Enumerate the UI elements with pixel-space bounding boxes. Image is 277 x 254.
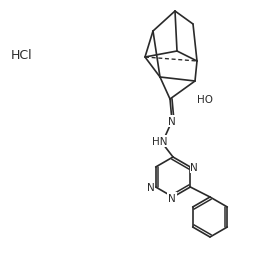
Text: HN: HN	[152, 136, 168, 146]
Text: N: N	[168, 193, 176, 203]
Text: N: N	[147, 182, 155, 192]
Text: HCl: HCl	[11, 48, 33, 61]
Text: N: N	[191, 162, 198, 172]
Text: N: N	[168, 117, 176, 126]
Text: HO: HO	[197, 95, 213, 105]
